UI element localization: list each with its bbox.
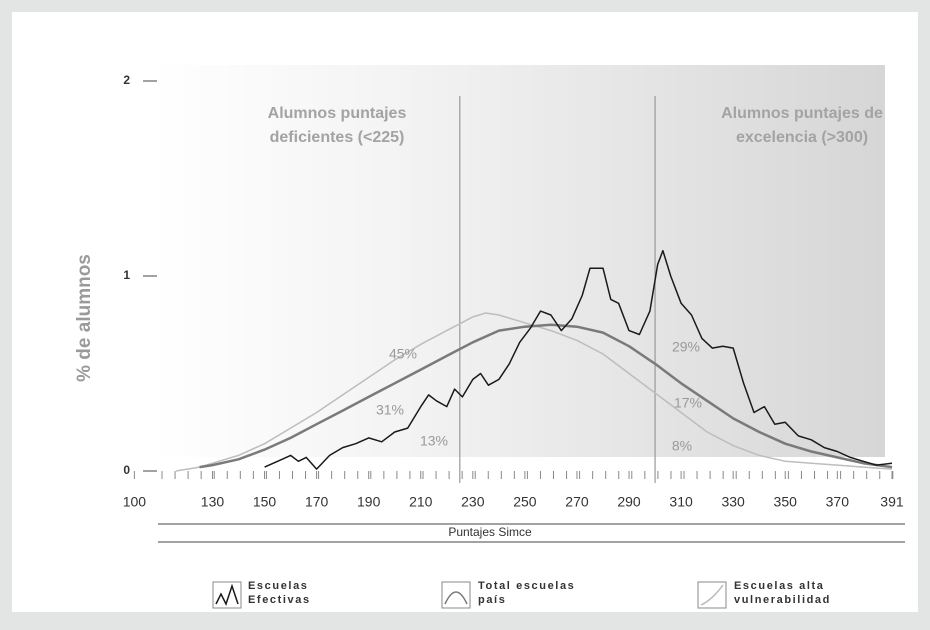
x-tick-label: 270 (565, 494, 589, 510)
share-label: 31% (376, 402, 404, 418)
y-axis-label: % de alumnos (74, 254, 95, 382)
x-tick-label: 150 (253, 494, 277, 510)
legend-swatch (215, 583, 239, 606)
x-tick-label: 230 (461, 494, 485, 510)
series-line (264, 249, 893, 470)
x-tick-label: 330 (721, 494, 745, 510)
x-tick-label: 290 (617, 494, 641, 510)
legend-label: Escuelas alta vulnerabilidad (734, 580, 831, 606)
legend-swatch (444, 591, 468, 605)
share-label: 29% (672, 339, 700, 355)
legend-box (212, 581, 242, 609)
legend-label: Total escuelas país (478, 580, 576, 606)
series-line (199, 323, 893, 469)
x-tick-label: 310 (669, 494, 693, 510)
legend-box (441, 581, 471, 609)
legend-swatch (700, 584, 724, 606)
share-label: 17% (674, 395, 702, 411)
x-tick-label: 391 (880, 494, 904, 510)
series-line (175, 312, 893, 472)
y-tick-label: 1 (123, 268, 130, 282)
x-tick-label: 130 (201, 494, 225, 510)
chart: % de alumnos Puntajes Simce 0 1 2 100 130 150… (74, 65, 905, 609)
legend-icons (212, 581, 727, 609)
x-tick-label: 350 (774, 494, 798, 510)
x-tick-label: 170 (305, 494, 329, 510)
legend-label: Escuelas Efectivas (248, 580, 311, 606)
share-label: 13% (420, 433, 448, 449)
x-tick-label: 370 (826, 494, 850, 510)
page: % de alumnos Puntajes Simce 0 1 2 100 130 150… (12, 12, 918, 612)
x-tick-label: 250 (513, 494, 537, 510)
share-label: 45% (389, 346, 417, 362)
x-tick-label: 210 (409, 494, 433, 510)
y-tick-label: 0 (123, 463, 130, 477)
x-tick-label: 100 (123, 494, 147, 510)
x-tick-label: 190 (357, 494, 381, 510)
plot-background (150, 65, 885, 457)
y-tick-label: 2 (123, 73, 130, 87)
annotation: Alumnos puntajes deficientes (<225) (267, 105, 407, 146)
legend-box (697, 581, 727, 609)
annotation: Alumnos puntajes de excelencia (>300) (721, 105, 883, 146)
share-label: 8% (672, 438, 692, 454)
x-axis-label: Puntajes Simce (448, 525, 532, 539)
